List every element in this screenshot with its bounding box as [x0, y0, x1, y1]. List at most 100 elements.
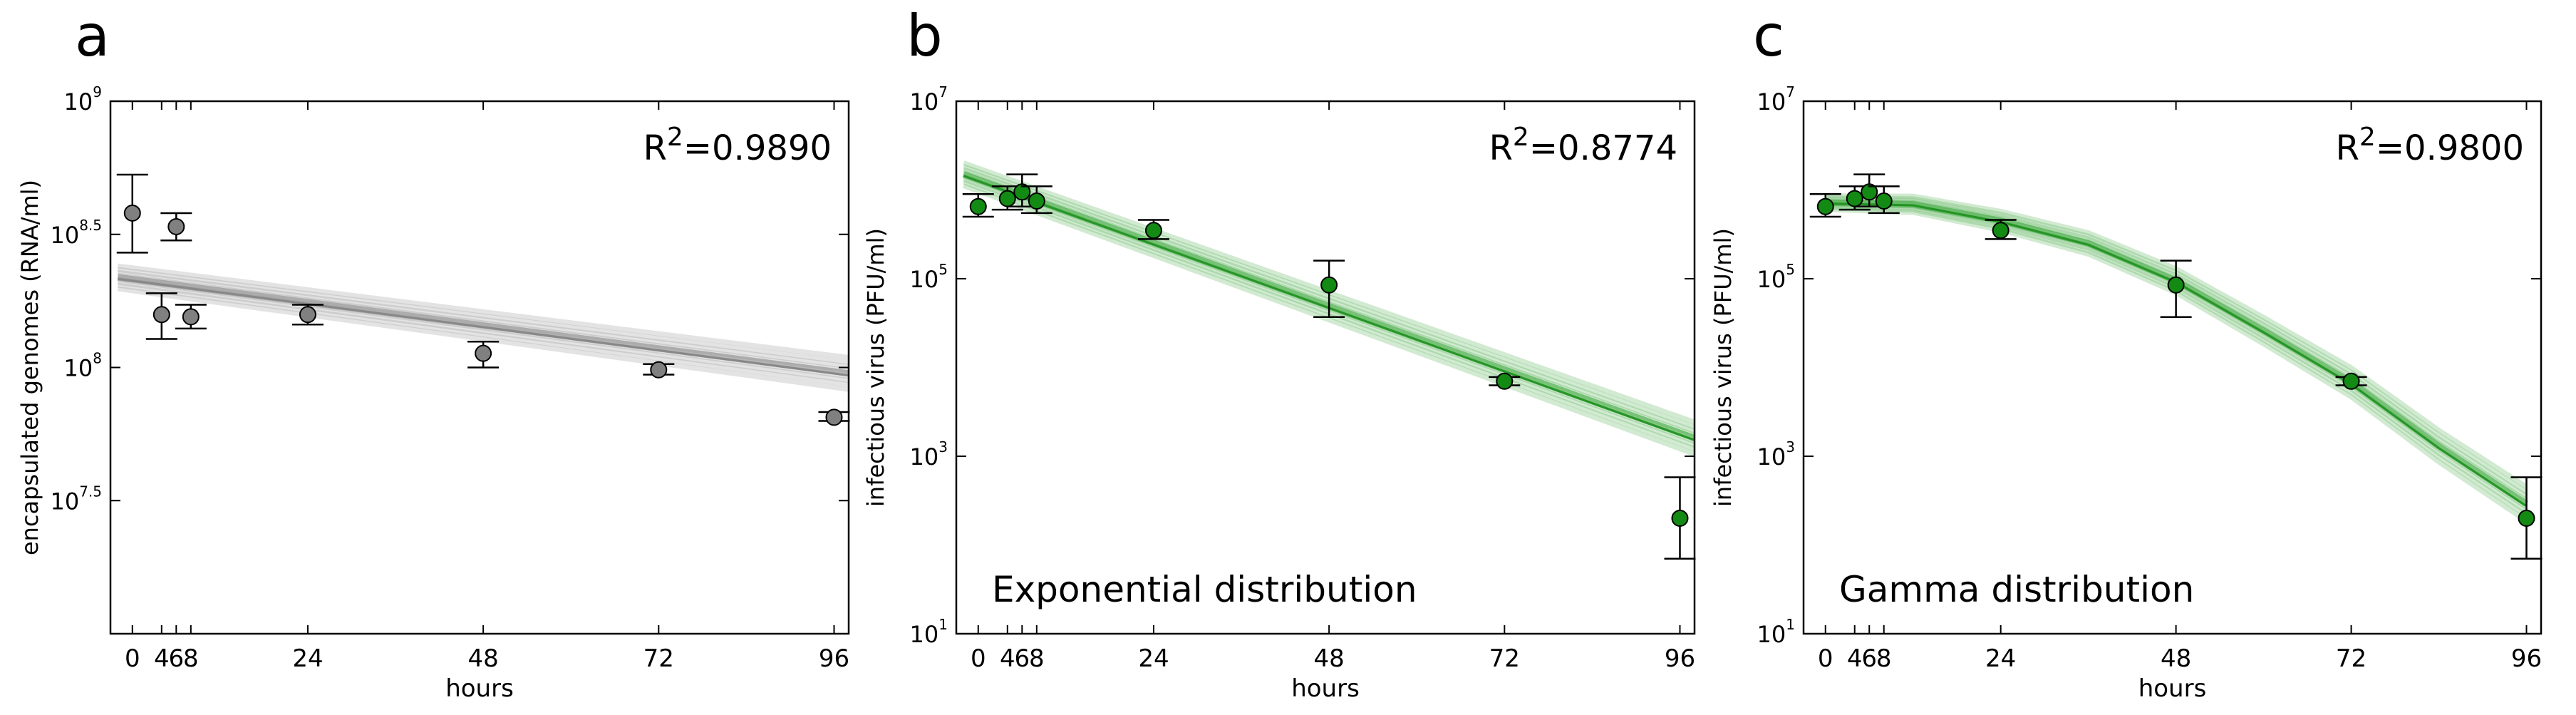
x-tick-label: 96 — [1665, 644, 1695, 673]
fit-line — [1825, 199, 2528, 507]
fit-band-line — [117, 267, 849, 365]
x-tick-label: 24 — [1985, 644, 2016, 673]
data-marker — [969, 197, 987, 215]
x-tick-label: 0 — [125, 644, 140, 673]
fit-band-line — [1825, 201, 2528, 510]
data-marker — [1816, 197, 1834, 215]
x-tick-label: 4 — [1847, 644, 1863, 673]
x-tick-label: 24 — [292, 644, 323, 673]
data-marker — [152, 306, 170, 324]
y-tick-label: 103 — [910, 438, 948, 470]
y-tick-label: 109 — [64, 83, 102, 115]
data-marker — [650, 361, 668, 379]
y-tick-label: 108 — [64, 350, 102, 382]
y-tick-label: 105 — [910, 261, 948, 293]
y-axis-label: infectious virus (PFU/ml) — [1709, 228, 1737, 507]
y-axis-label: encapsulated genomes (RNA/ml) — [16, 180, 43, 555]
x-tick-label: 24 — [1138, 644, 1169, 673]
fit-line — [117, 274, 849, 377]
data-marker — [182, 308, 200, 326]
x-tick-label: 48 — [467, 644, 498, 673]
data-point — [1809, 192, 1841, 218]
panel-label: c — [1753, 3, 1784, 69]
fit-band-line — [1825, 205, 2528, 518]
data-marker — [1028, 192, 1045, 210]
y-tick-label: 105 — [1757, 261, 1795, 293]
x-tick-label: 6 — [1014, 644, 1030, 673]
data-point — [116, 173, 148, 254]
x-tick-label: 6 — [1861, 644, 1877, 673]
data-marker — [1992, 222, 2009, 240]
fit-band-line — [117, 286, 849, 392]
panel-label: a — [75, 3, 110, 69]
x-axis-label: hours — [2138, 674, 2207, 703]
fit-band-line — [1825, 207, 2528, 523]
fit-band-line — [117, 269, 849, 369]
x-tick-label: 72 — [2336, 644, 2366, 673]
data-point — [2160, 259, 2192, 319]
x-tick-label: 8 — [183, 644, 199, 673]
data-point — [175, 304, 207, 330]
data-point — [1489, 372, 1521, 390]
data-point — [1868, 185, 1900, 215]
y-tick-label: 101 — [910, 616, 948, 648]
data-marker — [2167, 276, 2185, 294]
r-squared-label: R2=0.9800 — [2336, 123, 2524, 168]
x-axis-label: hours — [445, 674, 514, 703]
data-point — [1853, 173, 1886, 208]
x-tick-label: 96 — [2511, 644, 2542, 673]
data-marker — [2518, 510, 2535, 528]
data-marker — [1861, 183, 1878, 201]
x-tick-label: 4 — [1000, 644, 1015, 673]
fit-band-line — [117, 279, 849, 384]
data-point — [291, 304, 324, 326]
data-point — [1313, 259, 1345, 319]
data-point — [1664, 476, 1696, 560]
fit-band-line — [117, 263, 849, 360]
x-tick-label: 72 — [643, 644, 674, 673]
x-tick-label: 48 — [2161, 644, 2191, 673]
distribution-label: Gamma distribution — [1839, 569, 2194, 610]
y-tick-label: 107 — [1757, 83, 1795, 115]
data-marker — [825, 408, 843, 426]
data-marker — [998, 190, 1016, 207]
chart-panel-c: c 0 468 24 48 72 96 hours 101 103 105 107 infectious… — [1709, 3, 2543, 703]
plot-frame — [955, 100, 1696, 635]
x-tick-label: 4 — [154, 644, 170, 673]
fit-band-line — [963, 183, 1695, 457]
data-point — [643, 361, 675, 379]
panel-label: b — [906, 3, 943, 69]
data-point — [2510, 476, 2543, 560]
fit-band — [1825, 193, 2528, 523]
fit-line-core — [118, 277, 849, 377]
y-tick-label: 107.5 — [50, 483, 102, 515]
data-marker — [1013, 183, 1031, 201]
data-point — [1020, 185, 1052, 215]
x-tick-label: 8 — [1029, 644, 1045, 673]
x-tick-label: 72 — [1489, 644, 1520, 673]
y-tick-label: 103 — [1757, 438, 1795, 470]
data-point — [1985, 219, 2017, 240]
data-marker — [167, 217, 185, 235]
data-marker — [2342, 372, 2360, 390]
fit-band-line — [1825, 202, 2528, 514]
data-marker — [1671, 510, 1689, 528]
chart-panel-a: a 0 468 24 48 72 96 hours 107.5 108 108.5 109 encaps… — [16, 3, 850, 703]
fit-band — [117, 263, 849, 392]
data-marker — [1144, 222, 1162, 240]
x-tick-label: 8 — [1876, 644, 1892, 673]
data-point — [1137, 219, 1169, 240]
data-marker — [1320, 276, 1338, 294]
data-marker — [1875, 192, 1893, 210]
x-tick-label: 48 — [1313, 644, 1344, 673]
data-point — [1006, 173, 1038, 208]
r-squared-label: R2=0.9890 — [643, 123, 832, 168]
y-tick-label: 107 — [910, 83, 948, 115]
y-axis-label: infectious virus (PFU/ml) — [862, 228, 889, 507]
data-marker — [475, 344, 492, 362]
y-tick-label: 101 — [1757, 616, 1795, 648]
x-axis-label: hours — [1291, 674, 1360, 703]
chart-panel-b: b 0 468 24 48 72 96 hours 101 103 105 107 infectious… — [862, 3, 1696, 703]
